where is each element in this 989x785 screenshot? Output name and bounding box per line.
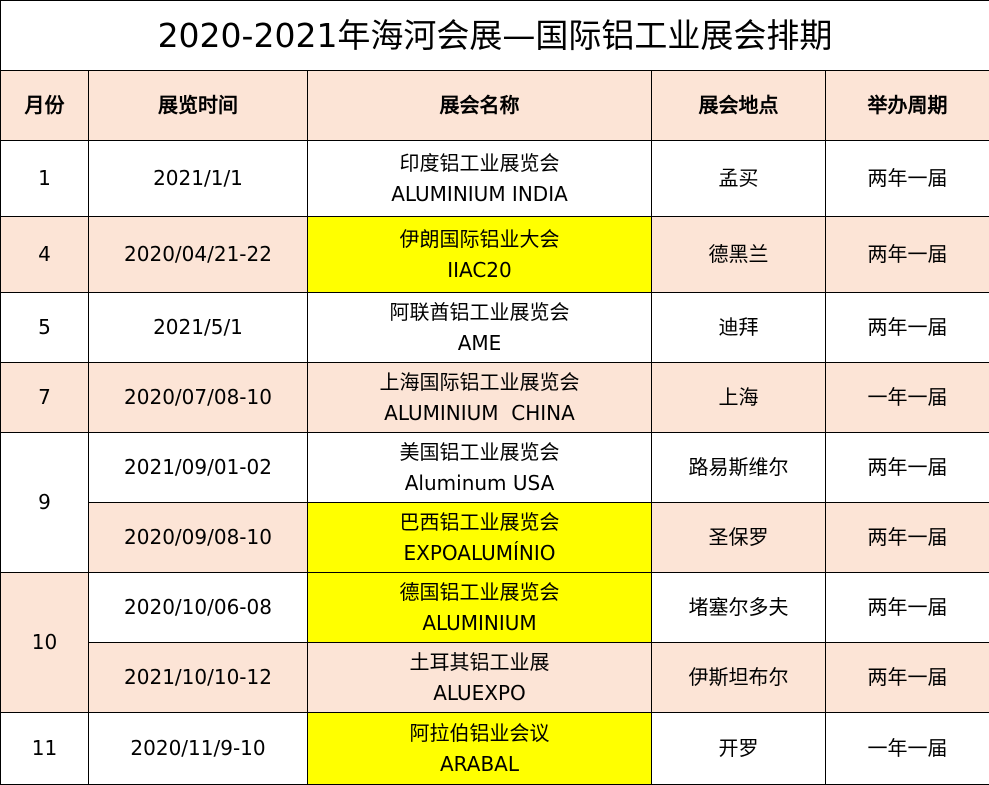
date-cell: 2020/07/08-10 xyxy=(89,363,308,433)
date-cell: 2020/04/21-22 xyxy=(89,217,308,293)
header-row: 月份 展览时间 展会名称 展会地点 举办周期 xyxy=(1,71,989,141)
header-location: 展会地点 xyxy=(652,71,826,141)
location-cell: 上海 xyxy=(652,363,826,433)
header-date: 展览时间 xyxy=(89,71,308,141)
location-cell: 开罗 xyxy=(652,713,826,785)
exhibition-name-en: Aluminum USA xyxy=(308,468,651,499)
exhibition-name-en: ALUEXPO xyxy=(308,678,651,709)
cycle-cell: 一年一届 xyxy=(826,713,989,785)
cycle-cell: 两年一届 xyxy=(826,503,989,573)
month-cell: 7 xyxy=(1,363,89,433)
table-title: 2020-2021年海河会展—国际铝工业展会排期 xyxy=(1,1,989,71)
cycle-cell: 一年一届 xyxy=(826,363,989,433)
exhibition-name-cn: 美国铝工业展览会 xyxy=(308,437,651,468)
cycle-cell: 两年一届 xyxy=(826,433,989,503)
location-cell: 堵塞尔多夫 xyxy=(652,573,826,643)
exhibition-name-cn: 印度铝工业展览会 xyxy=(308,148,651,179)
exhibition-name-en: IIAC20 xyxy=(308,255,651,286)
header-month: 月份 xyxy=(1,71,89,141)
cycle-cell: 两年一届 xyxy=(826,643,989,713)
exhibition-name-cn: 德国铝工业展览会 xyxy=(308,577,651,608)
location-cell: 伊斯坦布尔 xyxy=(652,643,826,713)
month-cell: 10 xyxy=(1,573,89,713)
location-cell: 迪拜 xyxy=(652,293,826,363)
month-cell: 9 xyxy=(1,433,89,573)
month-cell: 11 xyxy=(1,713,89,785)
cycle-cell: 两年一届 xyxy=(826,141,989,217)
cycle-cell: 两年一届 xyxy=(826,573,989,643)
date-cell: 2021/09/01-02 xyxy=(89,433,308,503)
exhibition-name-cn: 上海国际铝工业展览会 xyxy=(308,367,651,398)
date-cell: 2021/1/1 xyxy=(89,141,308,217)
cycle-cell: 两年一届 xyxy=(826,293,989,363)
date-cell: 2021/10/10-12 xyxy=(89,643,308,713)
cycle-cell: 两年一届 xyxy=(826,217,989,293)
exhibition-name-cn: 巴西铝工业展览会 xyxy=(308,507,651,538)
exhibition-name-cn: 阿拉伯铝业会议 xyxy=(308,718,651,749)
month-cell: 5 xyxy=(1,293,89,363)
location-cell: 德黑兰 xyxy=(652,217,826,293)
exhibition-name-en: ALUMINIUM xyxy=(308,608,651,639)
exhibition-name-en: ALUMINIUM INDIA xyxy=(308,179,651,210)
exhibition-name-en: AME xyxy=(308,328,651,359)
exhibition-name-en: ALUMINIUM CHINA xyxy=(308,398,651,429)
date-cell: 2021/5/1 xyxy=(89,293,308,363)
location-cell: 圣保罗 xyxy=(652,503,826,573)
date-cell: 2020/10/06-08 xyxy=(89,573,308,643)
exhibition-name-cn: 伊朗国际铝业大会 xyxy=(308,224,651,255)
header-cycle: 举办周期 xyxy=(826,71,989,141)
location-cell: 孟买 xyxy=(652,141,826,217)
date-cell: 2020/11/9-10 xyxy=(89,713,308,785)
month-cell: 1 xyxy=(1,141,89,217)
title-row: 2020-2021年海河会展—国际铝工业展会排期 xyxy=(1,1,989,71)
date-cell: 2020/09/08-10 xyxy=(89,503,308,573)
exhibition-name-cn: 阿联酋铝工业展览会 xyxy=(308,297,651,328)
exhibition-name-en: ARABAL xyxy=(308,749,651,780)
exhibition-name-cn: 土耳其铝工业展 xyxy=(308,647,651,678)
location-cell: 路易斯维尔 xyxy=(652,433,826,503)
month-cell: 4 xyxy=(1,217,89,293)
exhibition-name-en: EXPOALUMÍNIO xyxy=(308,538,651,569)
header-name: 展会名称 xyxy=(308,71,652,141)
